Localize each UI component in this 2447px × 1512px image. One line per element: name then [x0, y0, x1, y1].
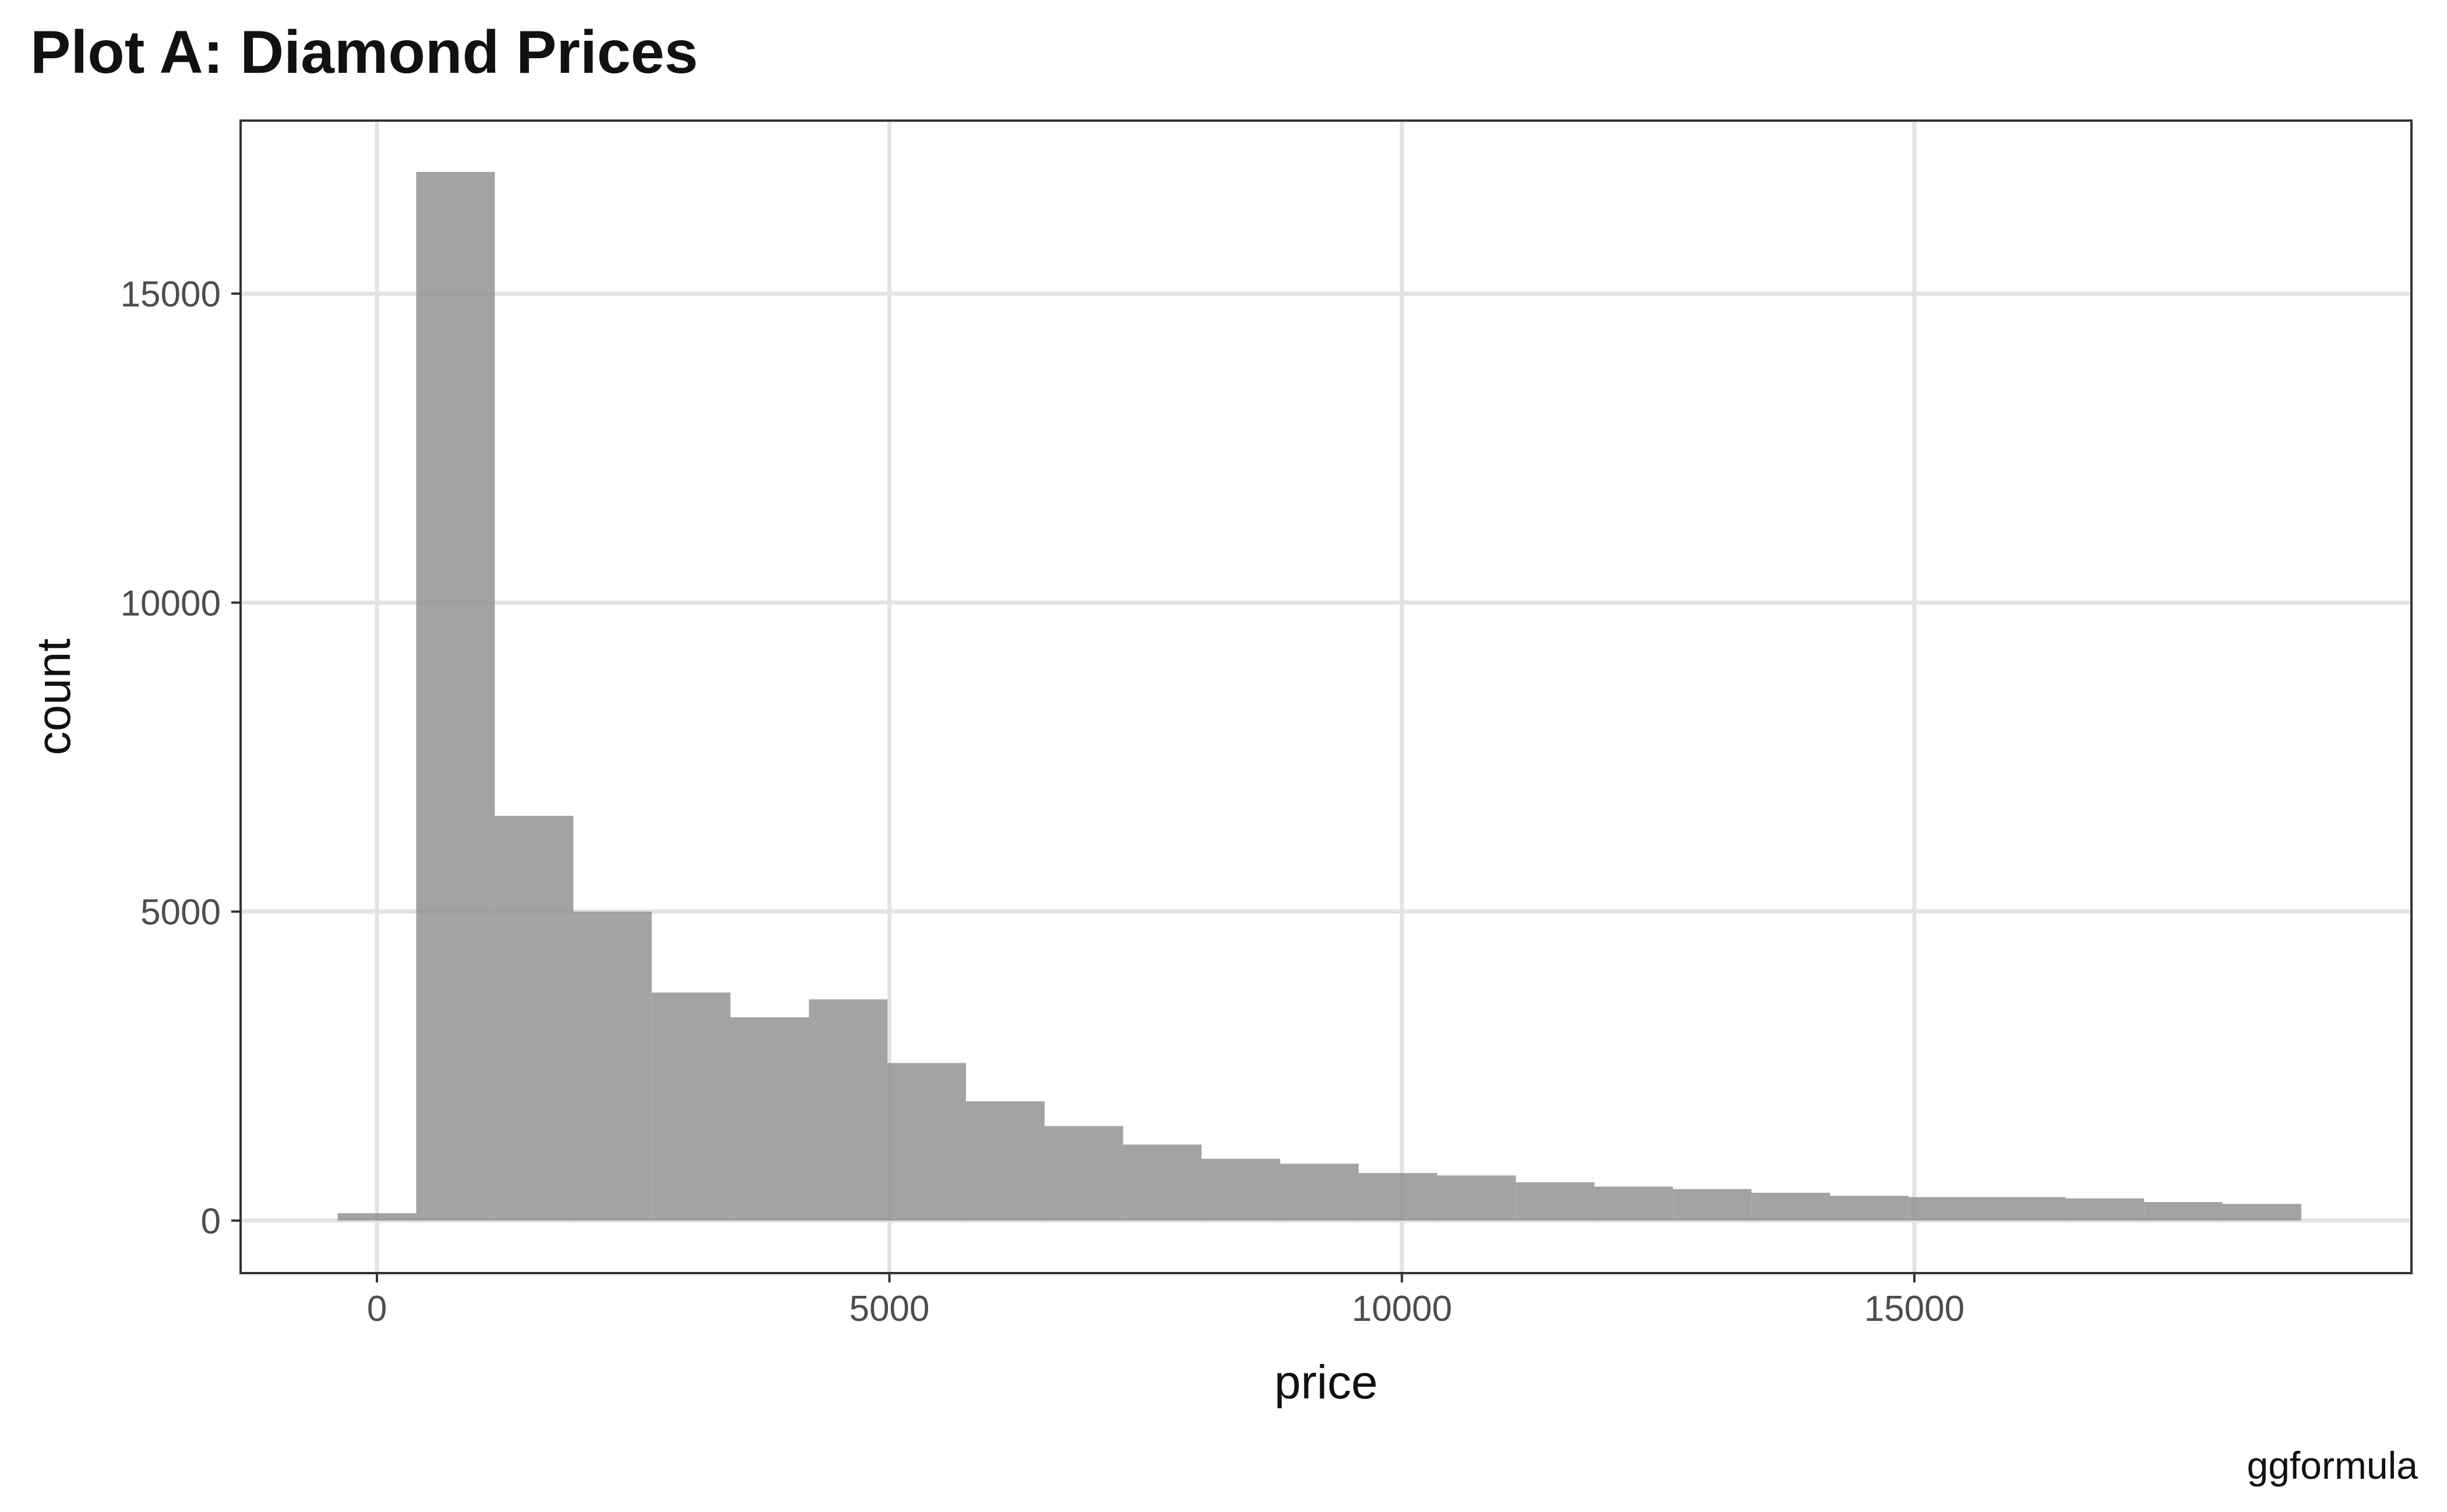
x-tick-label: 15000 — [1864, 1289, 1965, 1329]
histogram-bar — [1751, 1193, 1831, 1221]
histogram-bar — [1987, 1197, 2066, 1221]
histogram-bar — [2065, 1198, 2145, 1221]
chart-title: Plot A: Diamond Prices — [30, 19, 698, 86]
histogram-bar — [730, 1017, 809, 1221]
histogram-bar — [651, 992, 731, 1221]
x-tick-label: 0 — [367, 1289, 387, 1329]
histogram-bar — [1908, 1197, 1987, 1221]
histogram-bar — [1123, 1144, 1202, 1221]
histogram-bar — [337, 1213, 417, 1221]
histogram-bar — [1594, 1186, 1673, 1221]
histogram-bar — [2144, 1202, 2223, 1221]
y-tick-label: 15000 — [121, 274, 221, 315]
histogram-bar — [809, 999, 888, 1221]
axis-ticks: 0 5000 10000 15000 0 5000 10000 15000 — [121, 274, 1965, 1329]
histogram-bar — [2222, 1204, 2301, 1221]
y-tick-label: 0 — [201, 1201, 221, 1242]
histogram-bar — [1437, 1175, 1516, 1221]
histogram-bar — [1673, 1189, 1752, 1221]
histogram-bar — [965, 1101, 1045, 1221]
y-tick-label: 10000 — [121, 583, 221, 623]
y-tick-label: 5000 — [140, 893, 221, 933]
histogram-bar — [573, 911, 652, 1221]
histogram-bar — [1280, 1164, 1359, 1221]
histogram-bar — [1830, 1196, 1909, 1221]
histogram-bar — [1359, 1173, 1437, 1221]
plot-panel-border — [239, 119, 2413, 1274]
histogram-bar — [1515, 1182, 1595, 1221]
histogram-bars — [337, 172, 2301, 1221]
histogram-bar — [1044, 1126, 1123, 1221]
x-tick-label: 10000 — [1352, 1289, 1452, 1329]
histogram-bar — [416, 172, 495, 1221]
histogram-bar — [1201, 1158, 1281, 1221]
histogram-bar — [495, 816, 574, 1221]
y-axis-title: count — [27, 638, 80, 755]
chart-caption: ggformula — [2247, 1444, 2418, 1487]
x-tick-label: 5000 — [849, 1289, 930, 1329]
histogram-bar — [887, 1063, 966, 1221]
x-axis-title: price — [1274, 1356, 1378, 1409]
